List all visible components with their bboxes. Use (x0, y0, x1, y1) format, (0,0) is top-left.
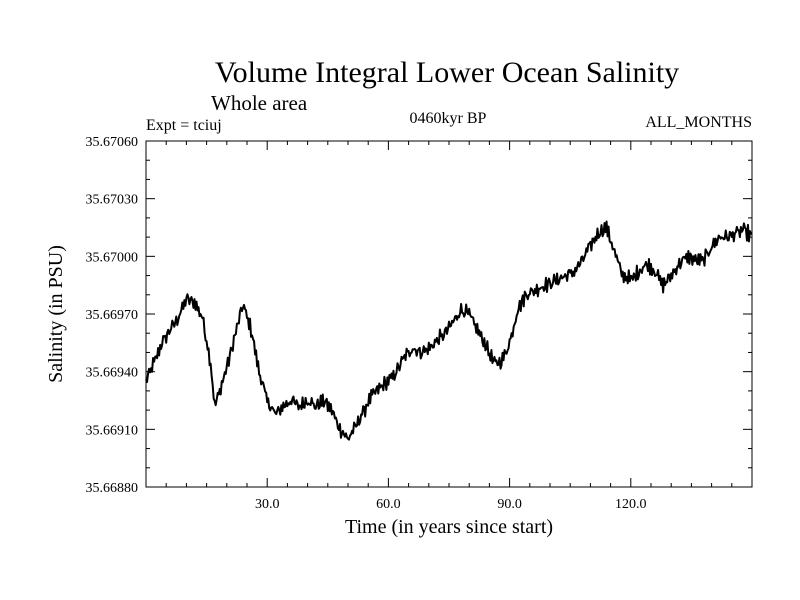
x-tick-label: 90.0 (497, 497, 522, 512)
plot-frame (145, 140, 753, 488)
x-tick-label: 30.0 (255, 497, 280, 512)
y-tick-label: 35.67060 (86, 135, 139, 150)
chart-subtitle: Whole area (211, 91, 308, 115)
experiment-label: Expt = tciuj (146, 117, 222, 134)
y-axis-label: Salinity (in PSU) (45, 245, 67, 383)
y-tick-label: 35.67030 (86, 193, 139, 208)
y-tick-label: 35.66910 (86, 423, 139, 438)
y-tick-label: 35.66880 (86, 481, 139, 496)
x-axis-label: Time (in years since start) (345, 516, 553, 538)
period-label: 0460kyr BP (410, 110, 487, 127)
y-tick-label: 35.67000 (86, 250, 139, 265)
salinity-series-line (145, 220, 753, 441)
chart-title: Volume Integral Lower Ocean Salinity (215, 56, 679, 89)
y-tick-label: 35.66940 (86, 366, 139, 381)
axis-ticks: 30.0 60.0 90.0 120.0 35.66880 35.66910 35.6694… (86, 135, 752, 512)
x-tick-label: 60.0 (376, 497, 401, 512)
x-tick-label: 120.0 (615, 497, 647, 512)
plot-area: 30.0 60.0 90.0 120.0 35.66880 35.66910 35.6694… (86, 135, 753, 512)
y-tick-label: 35.66970 (86, 308, 139, 323)
season-label: ALL_MONTHS (645, 114, 752, 131)
